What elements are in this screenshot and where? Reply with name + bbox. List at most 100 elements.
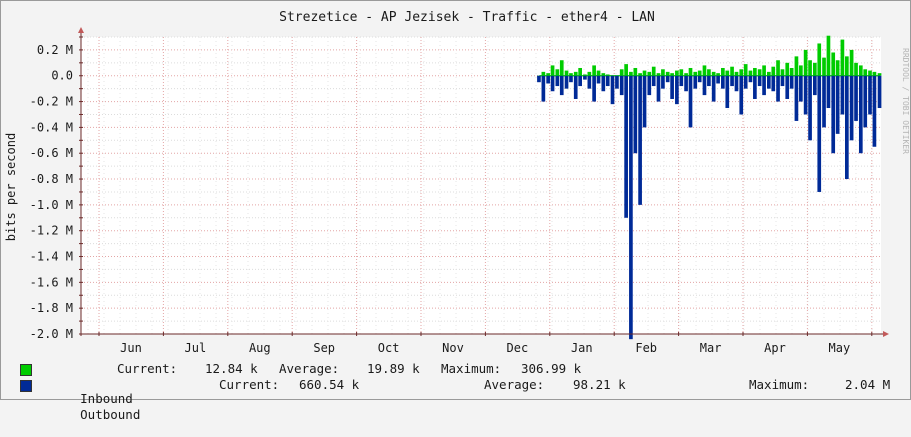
outbound-bar [573,75,578,99]
inbound-bar [583,74,587,76]
outbound-bar [799,75,803,102]
graph-frame: Strezetice - AP Jezisek - Traffic - ethe… [0,0,911,422]
inbound-average-label: Average: [279,361,340,376]
x-tick-label: Mar [700,341,722,355]
outbound-bar [684,75,688,92]
outbound-bar [725,75,730,109]
outbound-bar [739,75,744,115]
inbound-bar [794,56,799,76]
outbound-bar [734,75,739,92]
outbound-bar [794,75,799,121]
outbound-bar [670,75,674,99]
outbound-current-value: 660.54 k [299,377,360,392]
x-tick-label: Nov [442,341,464,355]
outbound-current-label: Current: [219,377,280,392]
outbound-bar [537,75,541,83]
y-axis-label: bits per second [4,133,18,241]
outbound-bar [546,75,550,84]
inbound-bar [596,70,601,76]
y-tick-label: -0.6 M [30,146,73,160]
outbound-bar [569,75,573,83]
outbound-bar [868,75,872,115]
outbound-bar [849,75,854,141]
outbound-maximum-label: Maximum: [749,377,810,392]
y-tick-label: -0.4 M [30,120,73,134]
inbound-bar [762,65,766,76]
outbound-bar [812,75,817,96]
y-tick-label: -1.8 M [30,301,73,315]
outbound-bar [785,75,790,99]
inbound-bar [651,66,656,76]
inbound-bar [638,73,642,76]
outbound-bar [826,75,831,109]
inbound-maximum-label: Maximum: [441,361,502,376]
outbound-bar [817,75,822,192]
inbound-bar [780,69,785,76]
y-tick-label: -1.2 M [30,224,73,238]
inbound-bar [849,49,854,76]
inbound-average-value: 19.89 k [367,361,420,376]
outbound-bar [583,75,587,80]
outbound-bar [610,75,615,105]
inbound-bar [656,73,661,76]
inbound-bar [684,73,688,76]
inbound-bar [670,73,674,76]
y-axis-arrow [78,27,84,33]
y-tick-label: -1.4 M [30,250,73,264]
inbound-bar [835,60,840,76]
inbound-bar [647,71,652,76]
axes [78,27,889,337]
inbound-bar [757,69,762,76]
inbound-bar [743,64,748,76]
outbound-bar [596,75,601,84]
inbound-bar [803,49,808,76]
outbound-maximum-value: 2.04 M [845,377,891,392]
outbound-bar [835,75,840,134]
x-tick-label: May [829,341,851,355]
inbound-bar [697,70,702,76]
inbound-bar [688,67,693,76]
inbound-bar [776,60,780,76]
outbound-bar [845,75,849,180]
inbound-bar [661,69,665,76]
outbound-bar [665,75,670,83]
x-tick-label: Feb [635,341,657,355]
inbound-bar [605,74,610,76]
inbound-current-value: 12.84 k [205,361,258,376]
inbound-bar [629,71,633,76]
inbound-bar [601,73,606,76]
inbound-bar [592,65,596,76]
x-axis-arrow [883,331,889,337]
inbound-bar [826,35,831,76]
inbound-bar [711,71,716,76]
y-tick-label: -0.8 M [30,172,73,186]
inbound-bar [725,70,730,76]
outbound-bar [753,75,757,99]
outbound-bar [707,75,711,87]
y-tick-label: -1.0 M [30,198,73,212]
outbound-bar [748,75,753,83]
x-tick-label: Dec [507,341,529,355]
x-tick-label: Jan [571,341,593,355]
outbound-bar [550,75,555,92]
outbound-bar [872,75,877,147]
inbound-bar [633,67,638,76]
grid [81,36,881,335]
inbound-bar [863,69,868,76]
inbound-bar [789,67,794,76]
inbound-bar [812,62,817,76]
inbound-swatch [20,364,32,376]
outbound-bar [656,75,661,102]
traffic-chart: Strezetice - AP Jezisek - Traffic - ethe… [4,10,910,355]
inbound-bar [877,73,882,76]
inbound-bar [753,67,757,76]
inbound-bar [716,73,720,76]
outbound-bar [605,75,610,87]
inbound-bar [730,66,734,76]
inbound-bar [721,67,725,76]
outbound-bar [789,75,794,89]
outbound-bar [716,75,720,84]
outbound-bar [803,75,808,115]
inbound-bar [578,67,582,76]
inbound-bar [808,60,812,76]
